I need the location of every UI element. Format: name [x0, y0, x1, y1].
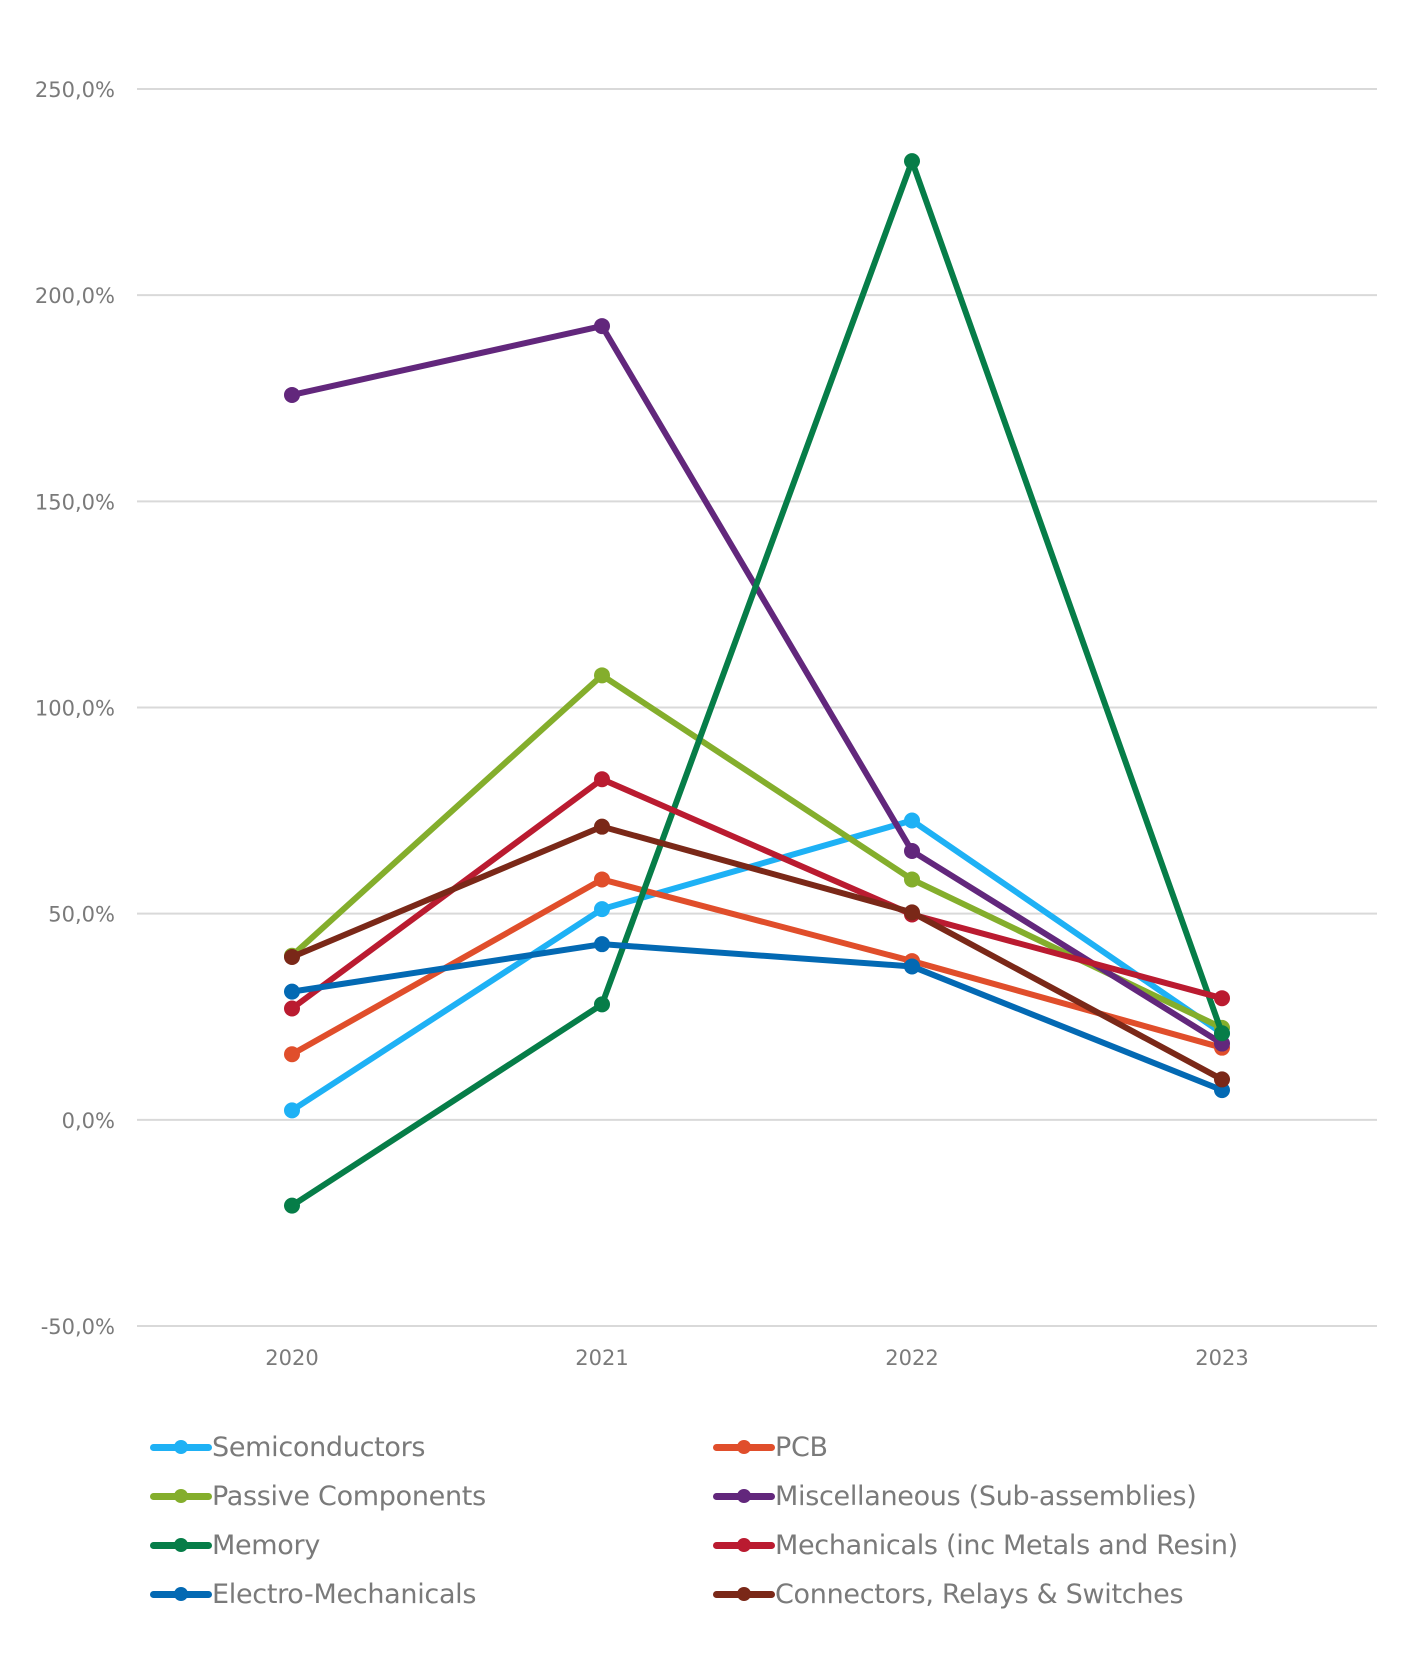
legend-line-marker-icon [713, 1427, 775, 1467]
data-point [904, 812, 920, 829]
data-point [284, 1000, 300, 1017]
x-tick-label: 2021 [575, 1346, 628, 1370]
series-line [289, 823, 1225, 1083]
data-point [594, 667, 610, 684]
legend-label: Memory [212, 1529, 321, 1561]
legend-item[interactable]: Semiconductors [150, 1427, 426, 1467]
legend-line-marker-icon [150, 1525, 212, 1565]
legend-line-marker-icon [150, 1427, 212, 1467]
legend-item[interactable]: Mechanicals (inc Metals and Resin) [713, 1525, 1238, 1565]
y-tick-label: 250,0% [35, 78, 115, 102]
data-point [1214, 1025, 1230, 1042]
legend-line-marker-icon [713, 1476, 775, 1516]
legend-label: PCB [775, 1431, 828, 1463]
legend-item[interactable]: PCB [713, 1427, 828, 1467]
gridlines [137, 88, 1377, 1327]
series-lines [284, 153, 1230, 1214]
series-line [289, 941, 1225, 1094]
data-point [904, 904, 920, 921]
data-point [594, 818, 610, 835]
legend-label: Mechanicals (inc Metals and Resin) [775, 1529, 1238, 1561]
legend-label: Semiconductors [212, 1431, 426, 1463]
legend-label: Connectors, Relays & Switches [775, 1578, 1184, 1610]
y-tick-label: 0,0% [62, 1109, 115, 1133]
data-point [284, 1197, 300, 1214]
legend-item[interactable]: Memory [150, 1525, 320, 1565]
y-tick-label: 200,0% [35, 284, 115, 308]
x-tick-label: 2020 [265, 1346, 318, 1370]
data-point [284, 386, 300, 403]
data-point [904, 958, 920, 975]
x-axis-tick-labels: 2020 2021 2022 2023 [265, 1346, 1248, 1370]
legend-line-marker-icon [713, 1574, 775, 1614]
x-tick-label: 2022 [885, 1346, 938, 1370]
y-tick-label: 100,0% [35, 697, 115, 721]
data-point [1214, 1071, 1230, 1088]
legend-label: Passive Components [212, 1480, 486, 1512]
data-point [904, 153, 920, 170]
data-point [594, 936, 610, 953]
data-point [904, 871, 920, 888]
legend-label: Miscellaneous (Sub-assemblies) [775, 1480, 1197, 1512]
series-line [289, 817, 1225, 1114]
data-point [904, 842, 920, 859]
legend-line-marker-icon [150, 1476, 212, 1516]
data-point [284, 948, 300, 965]
y-tick-label: 50,0% [48, 903, 115, 927]
data-point [594, 318, 610, 335]
legend-item[interactable]: Passive Components [150, 1476, 486, 1516]
y-axis-tick-labels: -50,0% 0,0% 50,0% 100,0% 150,0% 200,0% 250,0% [35, 78, 115, 1339]
legend-item[interactable]: Electro-Mechanicals [150, 1574, 476, 1614]
data-point [284, 1046, 300, 1063]
data-point [594, 996, 610, 1013]
data-point [284, 1102, 300, 1119]
legend-label: Electro-Mechanicals [212, 1578, 477, 1610]
y-tick-label: 150,0% [35, 490, 115, 514]
data-point [1214, 990, 1230, 1007]
data-point [594, 871, 610, 888]
data-point [284, 983, 300, 1000]
series-4 [284, 153, 1230, 1214]
data-point [594, 771, 610, 788]
data-point [594, 901, 610, 918]
legend-line-marker-icon [713, 1525, 775, 1565]
x-tick-label: 2023 [1195, 1346, 1248, 1370]
legend-item[interactable]: Miscellaneous (Sub-assemblies) [713, 1476, 1197, 1516]
y-tick-label: -50,0% [41, 1315, 115, 1339]
series-7 [284, 818, 1230, 1088]
legend-item[interactable]: Connectors, Relays & Switches [713, 1574, 1184, 1614]
legend-line-marker-icon [150, 1574, 212, 1614]
series-line [289, 158, 1225, 1209]
